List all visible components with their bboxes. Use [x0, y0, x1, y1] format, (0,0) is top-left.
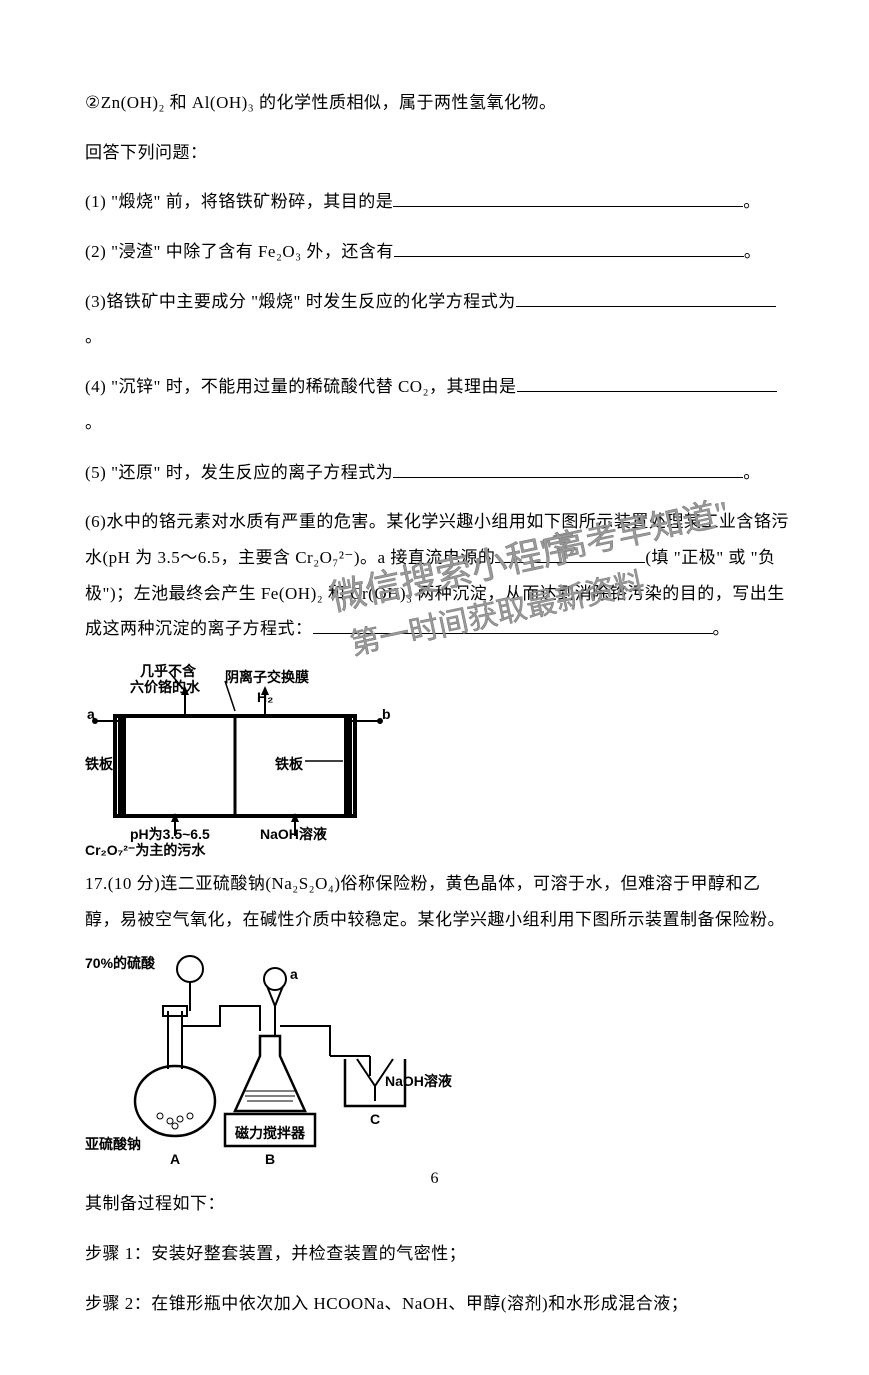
figure-electrolysis: 几乎不含 六价铬的水 阴离子交换膜 H₂ a b 铁板 铁板 pH为3.5~6.… [85, 661, 395, 856]
fig2-lbl-naoh: NaOH溶液 [385, 1071, 452, 1091]
blank-q6a [495, 545, 645, 563]
step-2: 步骤 2：在锥形瓶中依次加入 HCOONa、NaOH、甲醇(溶剂)和水形成混合液… [85, 1286, 789, 1322]
question-header: 回答下列问题： [85, 135, 789, 171]
fig2-lbl-stirrer: 磁力搅拌器 [235, 1123, 305, 1143]
blank-q4 [517, 374, 777, 392]
question-2: (2) "浸渣" 中除了含有 Fe₂O₃ 外，还含有 。 [85, 234, 789, 270]
fig1-lbl-naoh: NaOH溶液 [260, 824, 327, 844]
question-1: (1) "煅烧" 前，将铬铁矿粉碎，其目的是 。 [85, 184, 789, 220]
fig1-lbl-cr2o7: Cr₂O₇²⁻为主的污水 [85, 840, 205, 860]
fig1-lbl-h2: H₂ [257, 689, 273, 705]
q4-end: 。 [85, 413, 103, 432]
q6-end: 。 [713, 619, 731, 638]
q4-text: (4) "沉锌" 时，不能用过量的稀硫酸代替 CO₂，其理由是 [85, 377, 517, 396]
fig1-lbl-fe-left: 铁板 [85, 754, 113, 774]
q5-text: (5) "还原" 时，发生反应的离子方程式为 [85, 463, 393, 482]
question-5: (5) "还原" 时，发生反应的离子方程式为 。 [85, 455, 789, 491]
fig2-lbl-A: A [170, 1151, 180, 1167]
question-3: (3)铬铁矿中主要成分 "煅烧" 时发生反应的化学方程式为。 [85, 284, 789, 355]
q3-text: (3)铬铁矿中主要成分 "煅烧" 时发生反应的化学方程式为 [85, 292, 516, 311]
q1-end: 。 [743, 192, 761, 211]
q2-end: 。 [744, 242, 762, 261]
q2-text: (2) "浸渣" 中除了含有 Fe₂O₃ 外，还含有 [85, 242, 394, 261]
question-17: 17.(10 分)连二亚硫酸钠(Na₂S₂O₄)俗称保险粉，黄色晶体，可溶于水，… [85, 866, 789, 937]
fig2-lbl-C: C [370, 1111, 380, 1127]
intro-line-2: ②Zn(OH)₂ 和 Al(OH)₃ 的化学性质相似，属于两性氢氧化物。 [85, 85, 789, 121]
q5-end: 。 [743, 463, 761, 482]
blank-q5 [393, 460, 743, 478]
fig1-lbl-water2: 六价铬的水 [130, 677, 200, 697]
fig1-lbl-b: b [382, 706, 391, 722]
prep-process-header: 其制备过程如下： [85, 1186, 789, 1222]
fig2-lbl-h2so4: 70%的硫酸 [85, 953, 155, 973]
blank-q3 [516, 289, 776, 307]
step-1: 步骤 1：安装好整套装置，并检查装置的气密性； [85, 1236, 789, 1272]
blank-q2 [394, 239, 744, 257]
question-6: (6)水中的铬元素对水质有严重的危害。某化学兴趣小组用如下图所示装置处理某工业含… [85, 504, 789, 647]
fig2-lbl-B: B [265, 1151, 275, 1167]
figure-apparatus: 70%的硫酸 a 亚硫酸钠 A 磁力搅拌器 B NaOH溶液 C [85, 951, 435, 1176]
question-4: (4) "沉锌" 时，不能用过量的稀硫酸代替 CO₂，其理由是。 [85, 369, 789, 440]
fig1-lbl-a: a [87, 706, 95, 722]
fig1-lbl-membrane: 阴离子交换膜 [225, 667, 309, 687]
fig2-lbl-na2so3: 亚硫酸钠 [85, 1134, 141, 1154]
fig2-lbl-a: a [290, 966, 298, 982]
fig1-lbl-fe-right: 铁板 [275, 754, 303, 774]
q1-text: (1) "煅烧" 前，将铬铁矿粉碎，其目的是 [85, 192, 393, 211]
blank-q1 [393, 189, 743, 207]
q3-end: 。 [85, 327, 103, 346]
page-number: 6 [0, 1170, 869, 1188]
blank-q6b [313, 616, 713, 634]
